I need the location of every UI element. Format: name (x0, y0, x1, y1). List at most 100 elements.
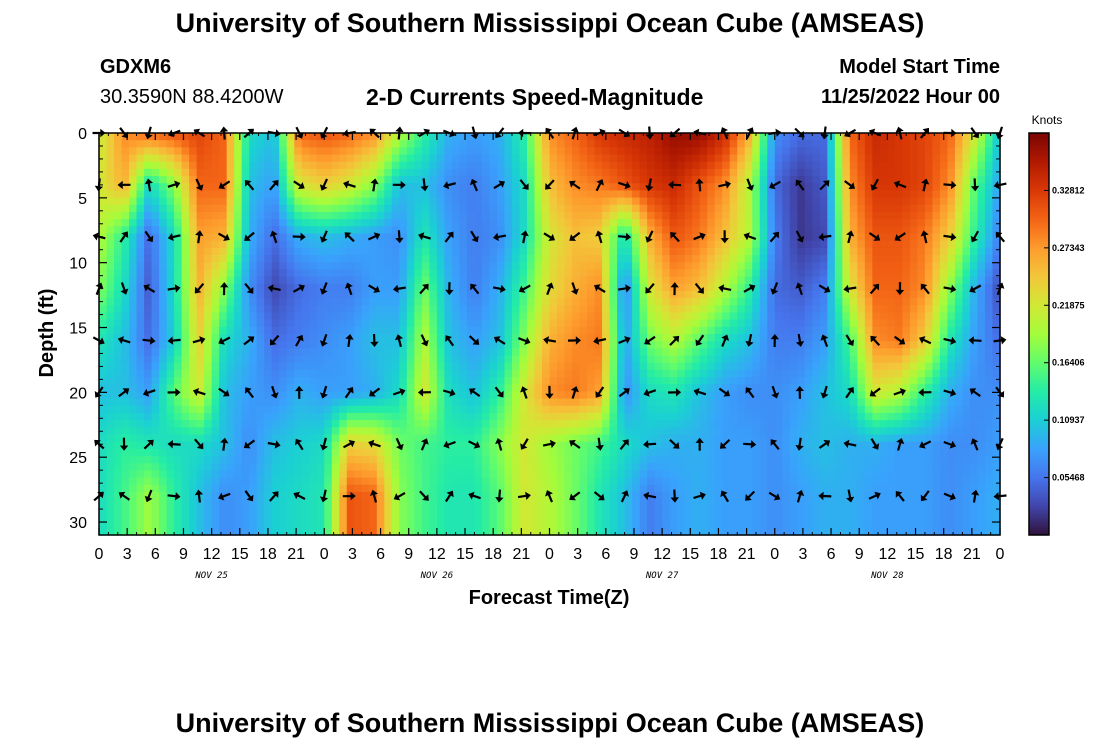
heatmap-cell (196, 161, 205, 170)
heatmap-cell (962, 305, 971, 314)
heatmap-cell (827, 398, 836, 407)
heatmap-cell (181, 427, 190, 436)
heatmap-cell (181, 276, 190, 285)
heatmap-cell (151, 362, 160, 371)
heatmap-cell (481, 348, 491, 357)
heatmap-cell (511, 362, 521, 371)
heatmap-cell (241, 147, 250, 156)
heatmap-cell (354, 269, 363, 278)
heatmap-cell (534, 355, 543, 364)
heatmap-cell (879, 161, 888, 170)
heatmap-cell (489, 290, 498, 299)
heatmap-cell (939, 398, 949, 407)
heatmap-cell (909, 391, 919, 400)
heatmap-cell (887, 247, 896, 256)
heatmap-cell (129, 168, 138, 177)
heatmap-cell (211, 226, 220, 235)
heatmap-cell (819, 219, 828, 227)
heatmap-cell (759, 319, 768, 328)
heatmap-cell (324, 377, 333, 385)
heatmap-cell (954, 219, 964, 227)
heatmap-cell (879, 412, 888, 421)
heatmap-cell (917, 262, 926, 270)
heatmap-cell (917, 190, 926, 199)
heatmap-cell (729, 176, 738, 184)
heatmap-cell (977, 240, 986, 249)
heatmap-cell (129, 190, 138, 199)
heatmap-cell (924, 283, 934, 292)
heatmap-cell (361, 247, 370, 256)
heatmap-cell (264, 240, 273, 249)
heatmap-cell (301, 226, 310, 235)
heatmap-cell (279, 219, 288, 227)
heatmap-cell (219, 276, 228, 285)
heatmap-cell (346, 298, 355, 306)
heatmap-cell (114, 161, 123, 170)
heatmap-cell (541, 283, 551, 292)
heatmap-cell (241, 334, 250, 342)
heatmap-cell (572, 283, 581, 292)
heatmap-cell (887, 168, 896, 177)
heatmap-cell (534, 168, 543, 177)
heatmap-cell (804, 211, 813, 220)
heatmap-cell (271, 412, 280, 421)
heatmap-cell (384, 305, 393, 314)
heatmap-cell (226, 334, 235, 342)
heatmap-cell (159, 269, 168, 278)
heatmap-cell (241, 427, 250, 436)
heatmap-cell (294, 377, 303, 385)
heatmap-cell (557, 140, 566, 148)
heatmap-cell (286, 240, 295, 249)
heatmap-cell (489, 147, 498, 156)
heatmap-cell (789, 204, 798, 213)
heatmap-cell (474, 290, 483, 299)
heatmap-cell (812, 233, 821, 242)
station-coordinates: 30.3590N 88.4200W (100, 86, 284, 108)
heatmap-cell (346, 183, 355, 192)
heatmap-cell (534, 262, 543, 270)
heatmap-cell (519, 290, 528, 299)
heatmap-cell (879, 255, 888, 263)
heatmap-cell (834, 197, 843, 206)
heatmap-cell (549, 377, 558, 385)
heatmap-cell (406, 283, 415, 292)
heatmap-cell (924, 362, 934, 371)
heatmap-cell (767, 355, 776, 364)
heatmap-cell (587, 405, 596, 414)
heatmap-cell (587, 326, 596, 335)
heatmap-cell (99, 398, 108, 407)
heatmap-cell (789, 262, 798, 270)
heatmap-cell (541, 161, 551, 170)
heatmap-cell (429, 226, 438, 235)
heatmap-cell (541, 427, 551, 436)
heatmap-cell (316, 377, 325, 385)
heatmap-cell (189, 412, 198, 421)
heatmap-cell (459, 183, 468, 192)
heatmap-cell (444, 133, 453, 141)
heatmap-cell (744, 147, 753, 156)
heatmap-cell (196, 140, 205, 148)
heatmap-cell (391, 204, 400, 213)
heatmap-cell (429, 305, 438, 314)
heatmap-cell (196, 412, 205, 421)
heatmap-cell (677, 369, 686, 378)
heatmap-cell (954, 362, 964, 371)
heatmap-cell (474, 326, 483, 335)
heatmap-cell (249, 255, 258, 263)
heatmap-cell (481, 391, 491, 400)
heatmap-cell (346, 161, 355, 170)
heatmap-cell (159, 355, 168, 364)
heatmap-cell (481, 176, 491, 184)
heatmap-cell (632, 326, 641, 335)
heatmap-cell (789, 226, 798, 235)
heatmap-cell (481, 412, 491, 421)
heatmap-cell (602, 240, 611, 249)
heatmap-cell (932, 348, 941, 357)
heatmap-cell (887, 154, 896, 163)
heatmap-cell (309, 262, 318, 270)
heatmap-cell (504, 412, 513, 421)
heatmap-cell (759, 269, 768, 278)
heatmap-cell (99, 204, 108, 213)
heatmap-cell (894, 312, 903, 321)
heatmap-cell (391, 334, 400, 342)
